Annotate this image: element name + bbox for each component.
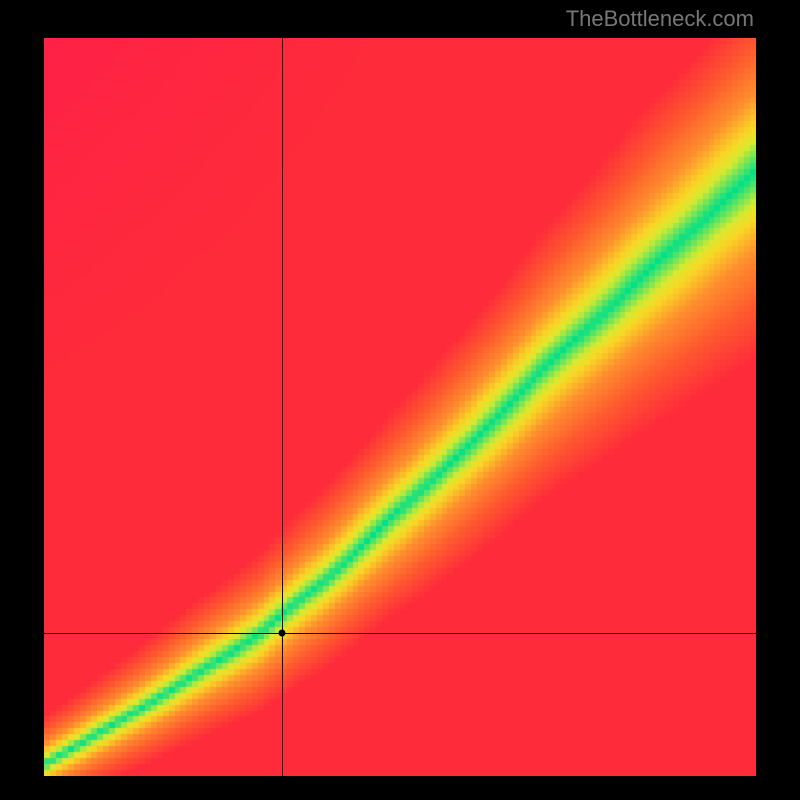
marker-dot <box>278 629 285 636</box>
heatmap-plot <box>44 38 756 776</box>
heatmap-canvas <box>44 38 756 776</box>
watermark-text: TheBottleneck.com <box>566 6 754 32</box>
crosshair-horizontal <box>44 633 756 634</box>
crosshair-vertical <box>282 38 283 776</box>
